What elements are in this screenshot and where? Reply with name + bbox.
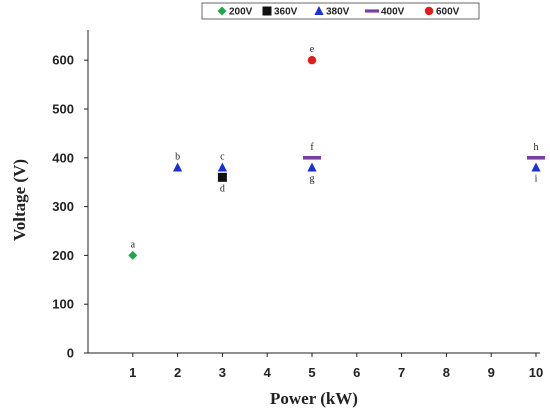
x-tick-label: 9: [488, 365, 495, 380]
point-label: b: [175, 152, 180, 163]
data-point-diamond: [128, 250, 138, 260]
data-point-triangle: [531, 162, 541, 172]
legend: 200V 360V 380V 400V 600V: [201, 2, 480, 20]
x-tick-label: 7: [398, 365, 405, 380]
point-label: a: [131, 239, 136, 250]
y-tick-label: 100: [52, 297, 74, 312]
point-label: e: [310, 44, 315, 55]
data-points: a d b c g i f h e: [128, 44, 545, 260]
legend-label: 380V: [326, 7, 350, 18]
data-point-triangle: [173, 162, 183, 172]
legend-label: 400V: [381, 7, 405, 18]
point-label: c: [220, 152, 225, 163]
data-point-triangle: [307, 162, 317, 172]
legend-marker: [217, 6, 227, 16]
data-point-dash: [303, 156, 321, 160]
data-point-triangle: [217, 162, 227, 172]
legend-label: 600V: [436, 7, 460, 18]
x-tick-label: 5: [308, 365, 315, 380]
point-label: h: [534, 142, 539, 153]
data-point-dash: [527, 156, 545, 160]
x-tick-label: 2: [174, 365, 181, 380]
x-tick-label: 4: [264, 365, 272, 380]
x-tick-label: 1: [129, 365, 136, 380]
legend-label: 360V: [274, 7, 298, 18]
legend-marker: [365, 9, 379, 13]
y-tick-label: 200: [52, 248, 74, 263]
y-tick-label: 400: [52, 150, 74, 165]
point-label: d: [220, 183, 225, 194]
point-label: g: [310, 174, 315, 185]
legend-marker: [262, 6, 272, 16]
legend-marker: [424, 6, 434, 16]
y-tick-label: 300: [52, 199, 74, 214]
y-axis-title: Voltage (V): [10, 159, 29, 241]
x-tick-label: 10: [529, 365, 543, 380]
legend-label: 200V: [229, 7, 253, 18]
y-tick-label: 500: [52, 102, 74, 117]
x-tick-label: 3: [219, 365, 226, 380]
x-axis-title: Power (kW): [270, 389, 358, 408]
data-point-square: [217, 172, 227, 182]
y-tick-label: 0: [67, 346, 74, 361]
legend-marker: [314, 6, 324, 15]
axes: 0 100 200 300 400 500 600 1 2 3 4 5 6 7 8 9 10: [52, 30, 543, 380]
x-tick-label: 8: [443, 365, 450, 380]
data-point-circle: [307, 56, 317, 65]
point-label: f: [310, 142, 314, 153]
point-label: i: [535, 174, 538, 185]
y-tick-label: 600: [52, 53, 74, 68]
x-tick-label: 6: [353, 365, 360, 380]
